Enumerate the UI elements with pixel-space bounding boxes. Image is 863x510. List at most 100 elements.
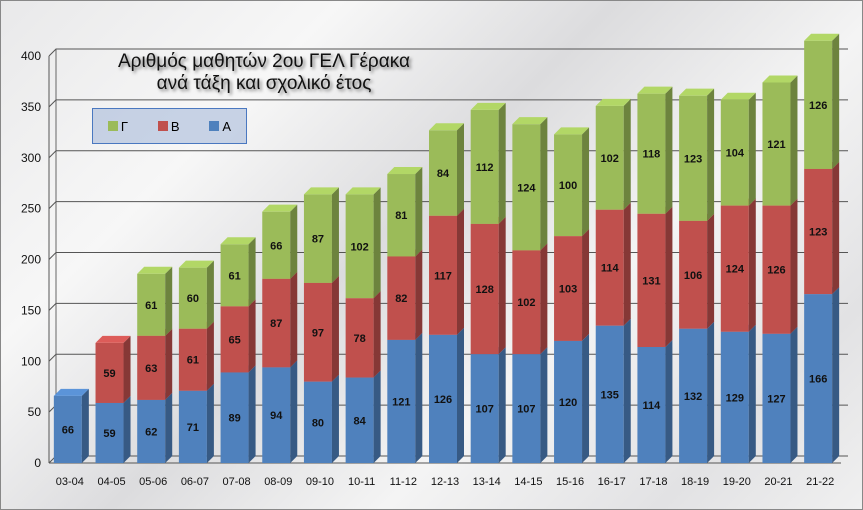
bar-top	[387, 167, 423, 175]
bar-Α	[470, 354, 499, 463]
data-label: 126	[767, 265, 785, 277]
data-label: 132	[684, 391, 702, 403]
data-label: 124	[726, 264, 745, 276]
bar-top	[220, 237, 256, 245]
bar-side	[498, 216, 506, 355]
bar-side	[165, 266, 173, 336]
legend-item-a: Α	[209, 119, 231, 134]
bar-side	[331, 374, 339, 463]
bar-side	[790, 198, 798, 334]
y-tick-label: 300	[21, 151, 41, 165]
data-label: 106	[684, 270, 702, 282]
x-tick-label: 14-15	[514, 476, 542, 488]
bar-Γ	[262, 211, 291, 279]
bar-Α	[303, 381, 332, 463]
bar-Β	[720, 205, 749, 332]
bar-side	[248, 365, 256, 463]
gridline	[48, 99, 848, 108]
bar-top	[637, 86, 673, 94]
bar-top	[595, 98, 631, 106]
bar-side	[582, 127, 590, 237]
data-label: 126	[434, 394, 452, 406]
data-label: 120	[559, 397, 577, 409]
bar-Γ	[554, 134, 583, 237]
y-tick-label: 100	[21, 354, 41, 368]
x-tick-label: 16-17	[598, 476, 626, 488]
data-label: 118	[643, 149, 661, 161]
legend-swatch	[209, 121, 220, 131]
data-label: 84	[437, 168, 450, 180]
bar-side	[707, 88, 715, 221]
bar-side	[665, 340, 673, 463]
data-label: 97	[312, 327, 324, 339]
data-label: 127	[767, 393, 785, 405]
data-label: 63	[145, 363, 157, 375]
bar-Β	[220, 306, 249, 373]
data-label: 61	[187, 355, 199, 367]
x-tick-label: 18-19	[681, 476, 709, 488]
bar-side	[457, 208, 464, 335]
y-tick-label: 200	[21, 253, 41, 267]
bar-Β	[804, 168, 833, 295]
data-label: 104	[726, 148, 745, 160]
bar-side	[123, 395, 131, 463]
data-label: 103	[559, 283, 577, 295]
data-label: 135	[601, 389, 619, 401]
x-tick-label: 12-13	[431, 476, 459, 488]
bar-Β	[595, 209, 624, 326]
bar-top	[679, 88, 715, 96]
bar-top	[554, 127, 590, 135]
bar-side	[415, 249, 423, 340]
bar-side	[748, 92, 756, 206]
bar-Β	[178, 328, 207, 391]
bar-side	[540, 243, 548, 355]
bar-side	[206, 260, 214, 329]
bar-Β	[303, 282, 332, 382]
bar-Γ	[679, 95, 708, 221]
data-label: 65	[228, 334, 240, 346]
bar-side	[165, 328, 173, 400]
data-label: 129	[726, 392, 744, 404]
x-tick-label: 15-16	[556, 476, 584, 488]
bar-side	[498, 102, 506, 224]
data-label: 126	[809, 100, 827, 112]
bar-Β	[637, 213, 666, 348]
bar-top	[470, 102, 506, 110]
bar-side	[290, 271, 298, 368]
y-tick-label: 50	[28, 405, 42, 419]
bar-Β	[554, 236, 583, 341]
bar-side	[373, 291, 381, 378]
data-label: 89	[228, 413, 240, 425]
data-label: 62	[145, 426, 157, 438]
bar-side	[457, 327, 464, 463]
bar-side	[415, 167, 423, 257]
bar-top	[262, 204, 298, 212]
bar-side	[832, 287, 840, 463]
bar-top	[429, 123, 464, 131]
bar-side	[498, 347, 506, 463]
data-label: 102	[517, 297, 535, 309]
bar-Α	[95, 402, 124, 463]
data-label: 81	[395, 210, 407, 222]
x-tick-label: 11-12	[390, 476, 417, 488]
bar-Γ	[429, 130, 457, 216]
bar-Α	[595, 325, 624, 463]
bar-Γ	[345, 194, 374, 299]
y-tick-label: 350	[21, 100, 41, 114]
y-tick-label: 250	[21, 202, 41, 216]
bar-top	[303, 187, 339, 195]
title-line-1: Αριθμός μαθητών 2ου ΓΕΛ Γέρακα	[118, 51, 410, 72]
bar-Α	[387, 339, 416, 463]
bar-side	[582, 333, 590, 463]
bar-side	[248, 299, 256, 373]
gridline	[48, 48, 848, 57]
bar-side	[248, 237, 256, 307]
bar-Γ	[137, 273, 166, 336]
x-tick-label: 10-11	[348, 476, 375, 488]
data-label: 66	[62, 424, 74, 436]
data-label: 87	[270, 318, 282, 330]
bar-side	[81, 388, 89, 463]
bar-side	[582, 229, 590, 341]
x-tick-label: 04-05	[97, 476, 125, 488]
